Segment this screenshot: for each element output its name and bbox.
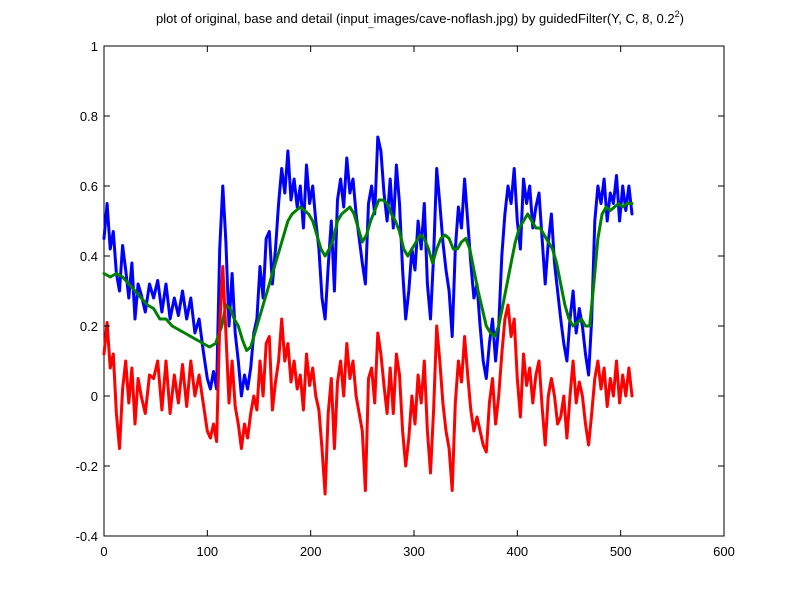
y-tick-label: -0.4	[76, 529, 98, 544]
chart-title: plot of original, base and detail (input…	[156, 9, 684, 28]
axes-box	[103, 45, 725, 537]
y-tick-label: 0.2	[80, 319, 98, 334]
series-group	[102, 135, 634, 496]
y-tick-label: 0.8	[80, 109, 98, 124]
y-tick-label: -0.2	[76, 459, 98, 474]
series-line-1	[102, 135, 634, 398]
x-tick-label: 400	[506, 544, 528, 559]
y-tick-label: 0	[91, 389, 98, 404]
x-tick-label: 500	[610, 544, 632, 559]
series-line-3	[102, 265, 634, 496]
x-tick-label: 600	[713, 544, 735, 559]
x-tick-label: 300	[403, 544, 425, 559]
y-tick-label: 0.6	[80, 179, 98, 194]
y-tick-label: 0.4	[80, 249, 98, 264]
y-tick-label: 1	[91, 39, 98, 54]
x-tick-label: 100	[196, 544, 218, 559]
x-tick-label: 200	[300, 544, 322, 559]
axes	[103, 45, 725, 537]
x-tick-label: 0	[100, 544, 107, 559]
tick-group: 0 100 200 300 400 500 600 -0.4 -0.2 0 0.2 0.4 0.6 0.8…	[76, 39, 735, 559]
